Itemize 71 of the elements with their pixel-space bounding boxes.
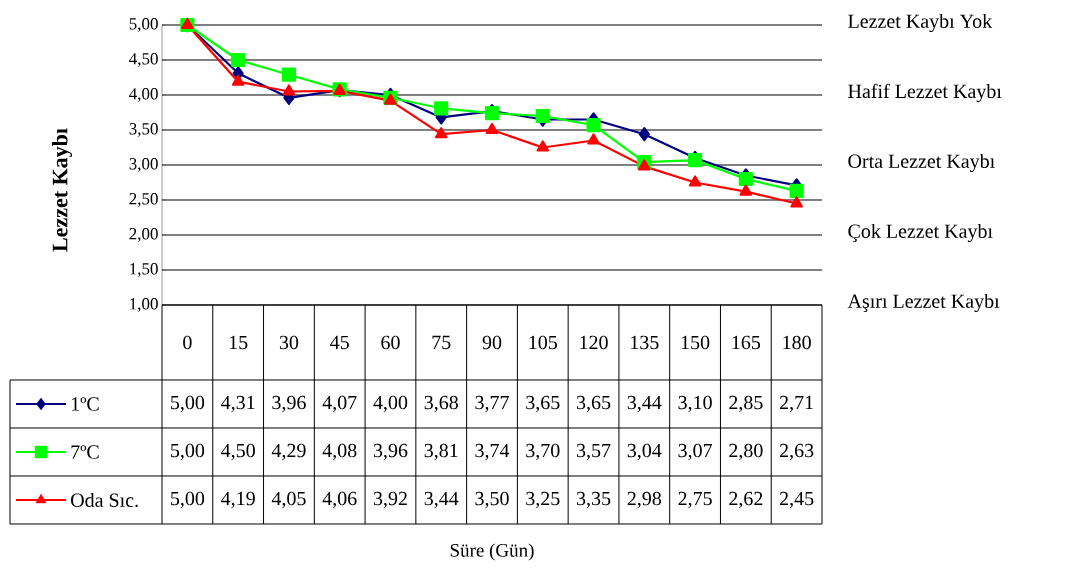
data-label: 4,50 <box>221 443 255 461</box>
data-label: 3,70 <box>526 443 560 461</box>
data-label: 2,71 <box>779 395 813 413</box>
data-label: 3,04 <box>627 443 662 461</box>
y-tick-label: 2,00 <box>129 228 158 242</box>
data-label: 3,68 <box>424 395 458 413</box>
data-label: 3,81 <box>424 443 458 461</box>
data-label: 3,44 <box>424 491 459 509</box>
data-label: 5,00 <box>171 491 205 509</box>
data-label: 3,96 <box>373 443 408 461</box>
data-label: 2,75 <box>678 491 712 509</box>
y-axis-title: Lezzet Kaybı <box>52 128 73 252</box>
data-label: 4,29 <box>271 443 306 461</box>
y-tick-label: 4,50 <box>129 53 158 67</box>
y-tick-label: 1,50 <box>130 263 158 277</box>
data-label: 4,19 <box>221 491 255 509</box>
y-tick-label: 2,50 <box>129 193 158 207</box>
data-label: 2,62 <box>729 491 763 509</box>
y-tick-label: 3,50 <box>129 123 158 137</box>
data-label: 3,96 <box>272 395 306 413</box>
x-tick-label: 45 <box>330 335 349 350</box>
x-tick-label: 60 <box>381 335 400 350</box>
y-tick-label: 4,00 <box>129 88 158 102</box>
x-tick-label: 90 <box>482 335 502 350</box>
data-label: 4,07 <box>322 395 357 413</box>
data-label: 4,05 <box>271 491 306 509</box>
text: Çok Lezzet Kaybı <box>848 223 993 243</box>
y-tick-label: 3,00 <box>129 158 158 172</box>
data-label: 3,10 <box>678 395 712 413</box>
x-tick-label: 180 <box>783 335 811 350</box>
data-label: 2,85 <box>729 395 763 413</box>
data-label: 2,80 <box>729 443 763 461</box>
x-tick-label: 120 <box>580 335 608 350</box>
data-label: 3,57 <box>577 443 611 461</box>
data-label: 4,08 <box>322 443 357 461</box>
data-label: 5,00 <box>171 395 205 413</box>
data-label: 3,65 <box>526 395 560 413</box>
text: Orta Lezzet Kaybı <box>848 153 995 173</box>
x-tick-label: 15 <box>229 335 248 350</box>
data-label: 3,77 <box>475 395 509 413</box>
legend-label: Oda Sıc. <box>71 492 138 508</box>
legend-label: 1ºC <box>71 397 99 411</box>
x-tick-label: 135 <box>631 335 659 350</box>
x-tick-label: 165 <box>732 335 761 350</box>
x-tick-label: 75 <box>432 335 451 350</box>
data-label: 2,45 <box>779 491 814 509</box>
data-label: 3,50 <box>475 491 509 509</box>
data-label: 2,63 <box>779 443 814 461</box>
text: Süre (Gün) <box>450 543 534 561</box>
y-tick-label: 1,00 <box>130 298 158 312</box>
x-tick-label: 150 <box>681 335 710 350</box>
data-label: 3,65 <box>577 395 611 413</box>
legend-label: 7ºC <box>71 445 99 459</box>
data-label: 3,25 <box>526 491 560 509</box>
y-tick-label: 5,00 <box>129 18 158 32</box>
x-tick-label: 105 <box>529 335 557 350</box>
text: Hafif Lezzet Kaybı <box>848 83 1002 103</box>
data-label: 3,92 <box>373 491 407 509</box>
text: Aşırı Lezzet Kaybı <box>847 293 1000 313</box>
data-label: 4,00 <box>373 395 408 413</box>
data-label: 3,07 <box>678 443 712 461</box>
x-tick-label: 30 <box>279 335 299 350</box>
data-label: 3,35 <box>577 491 611 509</box>
data-label: 3,74 <box>475 443 510 461</box>
data-label: 5,00 <box>171 443 205 461</box>
text: Lezzet Kaybı Yok <box>848 13 993 33</box>
data-label: 2,98 <box>627 491 662 509</box>
x-tick-label: 0 <box>183 335 192 350</box>
data-label: 4,31 <box>221 395 255 413</box>
data-label: 4,06 <box>322 491 357 509</box>
data-label: 3,44 <box>627 395 662 413</box>
